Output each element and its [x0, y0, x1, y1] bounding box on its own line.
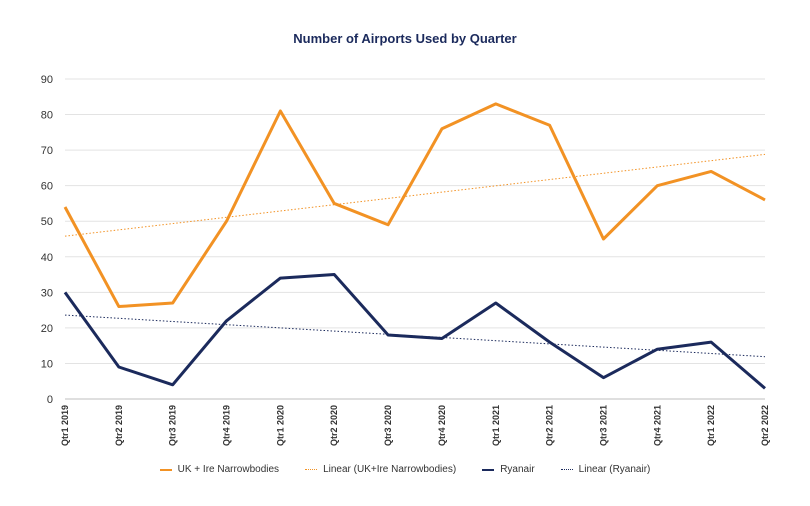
chart-legend: UK + Ire Narrowbodies Linear (UK+Ire Narr…	[0, 464, 810, 475]
chart-title: Number of Airports Used by Quarter	[293, 31, 517, 46]
legend-swatch	[482, 468, 495, 471]
x-tick-label: Qtr2 2022	[760, 405, 770, 446]
y-tick-label: 80	[41, 110, 53, 122]
x-tick-label: Qtr4 2021	[652, 405, 662, 446]
y-tick-label: 20	[41, 323, 53, 335]
legend-label: Linear (Ryanair)	[578, 464, 651, 475]
legend-label: Linear (UK+Ire Narrowbodies)	[323, 464, 457, 475]
x-tick-label: Qtr1 2021	[491, 405, 501, 446]
x-tick-label: Qtr1 2020	[275, 405, 285, 446]
legend-swatch	[560, 469, 573, 470]
y-tick-label: 0	[47, 394, 53, 406]
x-tick-label: Qtr4 2019	[222, 405, 232, 446]
legend-swatch	[159, 468, 172, 471]
series-line	[63, 273, 766, 390]
x-tick-label: Qtr2 2019	[114, 405, 124, 446]
y-tick-label: 60	[41, 181, 53, 193]
legend-item: Linear (UK+Ire Narrowbodies)	[305, 464, 456, 475]
legend-item: Ryanair	[482, 464, 535, 475]
series-line	[63, 102, 766, 309]
legend-item: UK + Ire Narrowbodies	[159, 464, 280, 475]
y-tick-label: 90	[41, 74, 53, 86]
y-tick-label: 70	[41, 145, 53, 157]
legend-label: UK + Ire Narrowbodies	[177, 464, 280, 475]
y-tick-label: 50	[41, 216, 53, 228]
x-tick-label: Qtr4 2020	[437, 405, 447, 446]
y-tick-label: 30	[41, 287, 53, 299]
legend-label: Ryanair	[500, 464, 535, 475]
x-tick-label: Qtr3 2021	[598, 405, 608, 446]
x-tick-label: Qtr1 2022	[706, 405, 716, 446]
trendline	[64, 153, 766, 237]
y-tick-label: 40	[41, 252, 53, 264]
y-tick-label: 10	[41, 358, 53, 370]
legend-item: Linear (Ryanair)	[560, 464, 651, 475]
x-tick-label: Qtr2 2021	[545, 405, 555, 446]
x-tick-label: Qtr2 2020	[329, 405, 339, 446]
x-tick-label: Qtr1 2019	[60, 405, 70, 446]
x-tick-label: Qtr3 2020	[383, 405, 393, 446]
x-tick-label: Qtr3 2019	[168, 405, 178, 446]
legend-swatch	[305, 469, 318, 470]
